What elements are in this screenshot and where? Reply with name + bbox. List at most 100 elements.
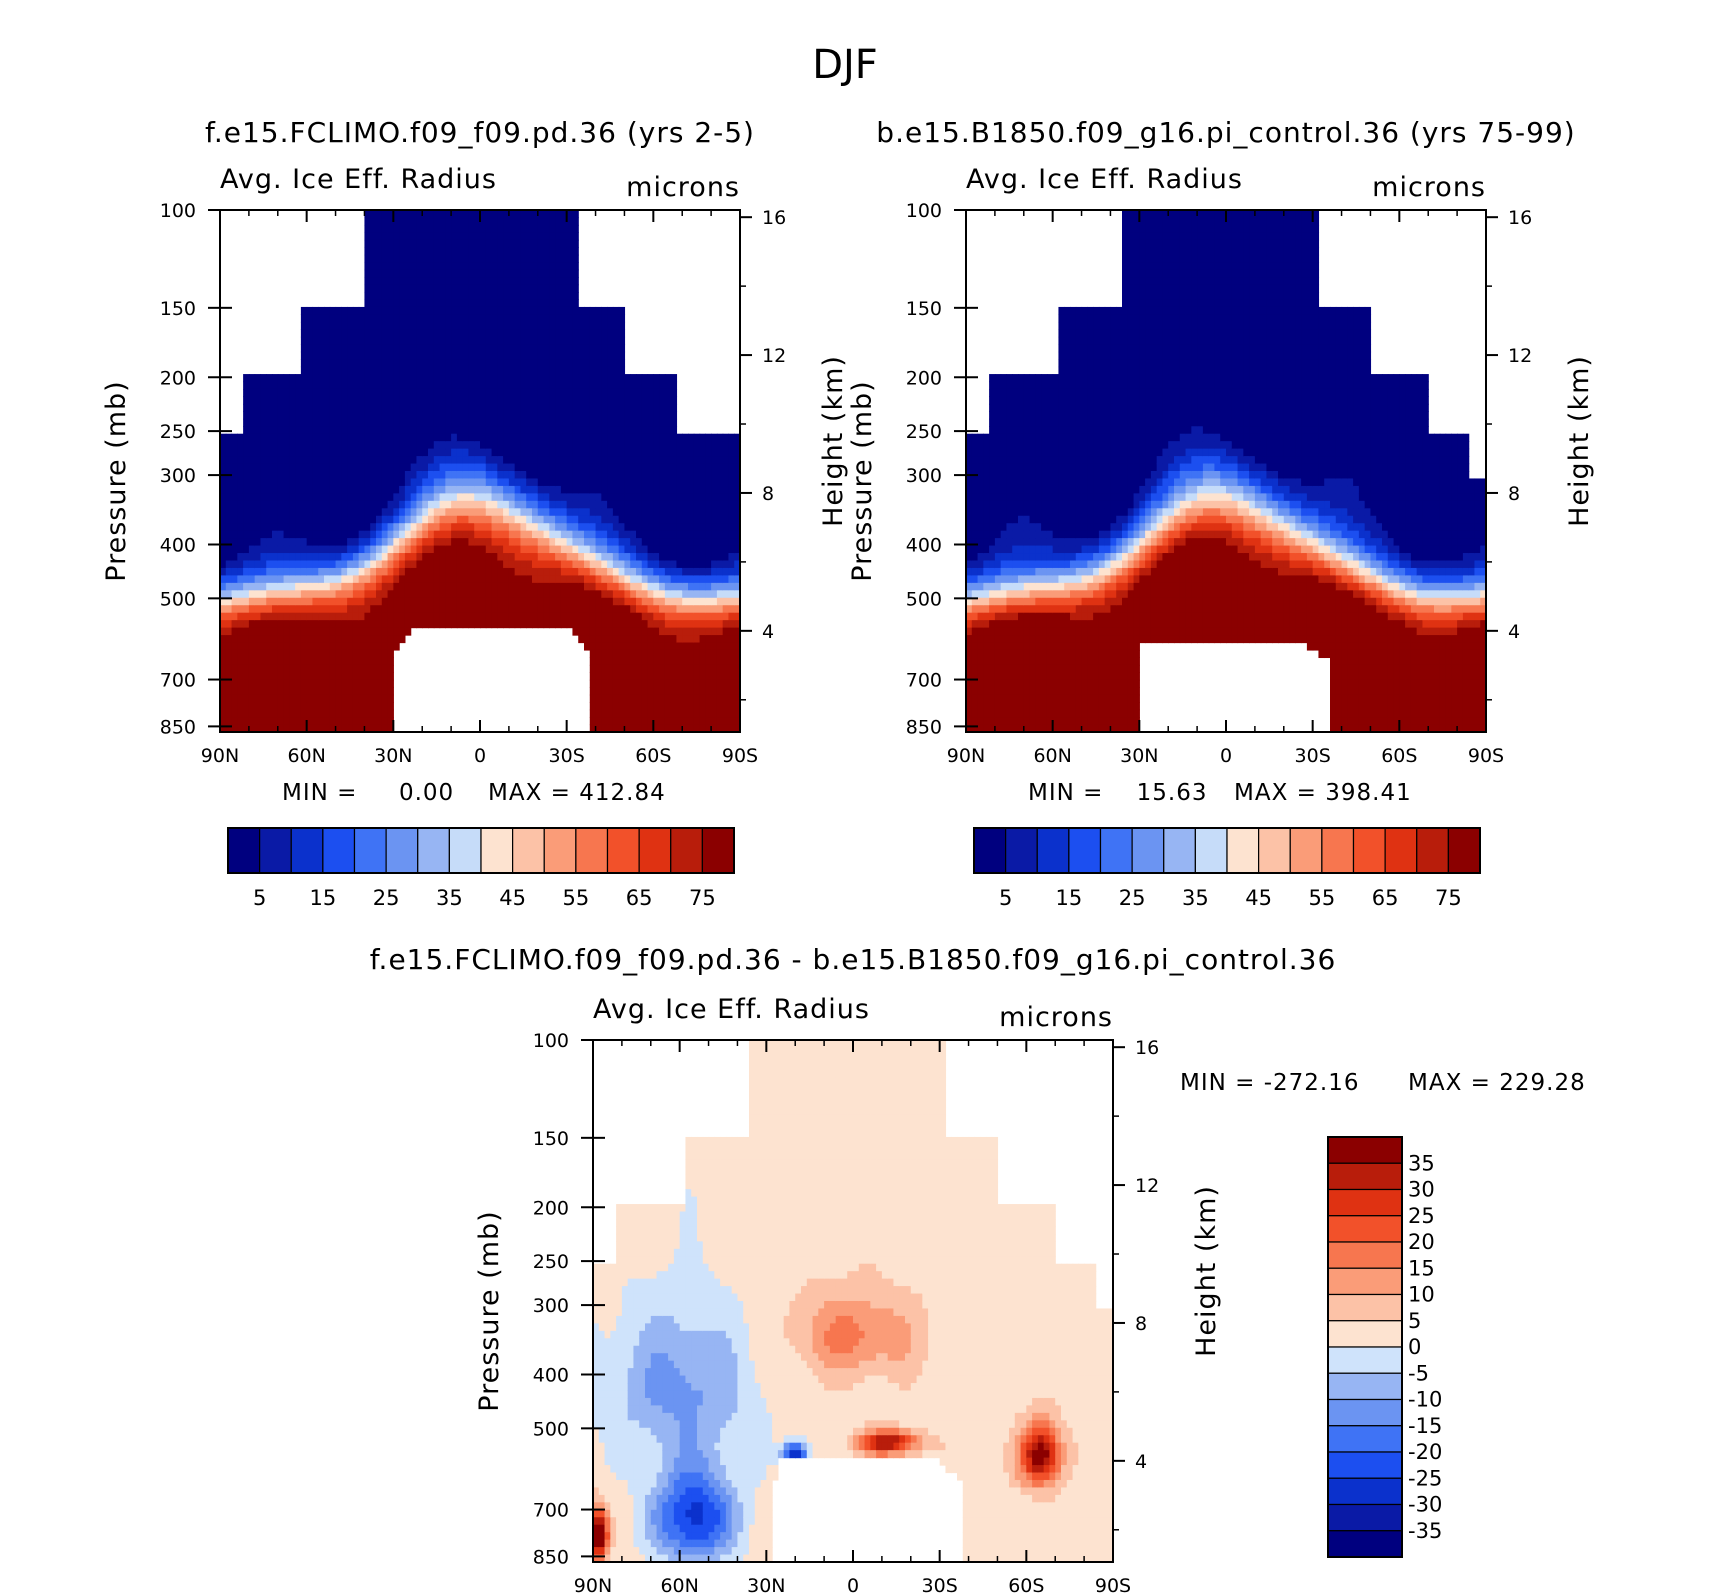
heatmap-cell (659, 582, 666, 591)
heatmap-cell (335, 381, 342, 390)
heatmap-cell (624, 530, 631, 539)
heatmap-cell (410, 411, 418, 420)
heatmap-cell (324, 545, 331, 554)
heatmap-cell (364, 500, 371, 509)
heatmap-cell (699, 448, 706, 457)
heatmap-cell (474, 292, 481, 301)
heatmap-cell (572, 426, 579, 435)
heatmap-cell (977, 538, 984, 547)
heatmap-cell (549, 448, 556, 457)
heatmap-cell (734, 575, 741, 584)
heatmap-cell (468, 210, 475, 219)
heatmap-cell (370, 441, 377, 450)
heatmap-cell (237, 582, 244, 591)
heatmap-cell (537, 254, 545, 263)
heatmap-cell (584, 500, 591, 509)
heatmap-cell (387, 344, 394, 353)
heatmap-cell (711, 642, 718, 651)
heatmap-cell (607, 381, 614, 390)
heatmap-cell (451, 411, 458, 420)
heatmap-cell (595, 627, 602, 636)
heatmap-cell (688, 523, 695, 532)
heatmap-cell (520, 471, 527, 480)
heatmap-cell (283, 426, 290, 435)
heatmap-cell (560, 560, 568, 569)
heatmap-cell (370, 649, 377, 659)
heatmap-cell (636, 582, 643, 591)
heatmap-cell (451, 433, 458, 442)
heatmap-cell (335, 635, 342, 644)
heatmap-cell (266, 605, 273, 614)
heatmap-cell (485, 523, 493, 532)
heatmap-cell (410, 508, 418, 517)
heatmap-cell (266, 679, 273, 688)
heatmap-cell (266, 463, 273, 472)
heatmap-cell (456, 403, 464, 412)
heatmap-cell (711, 448, 718, 457)
heatmap-cell (607, 590, 614, 599)
heatmap-cell (699, 493, 706, 502)
heatmap-cell (607, 567, 614, 576)
heatmap-cell (225, 560, 233, 569)
heatmap-cell (231, 523, 238, 532)
heatmap-cell (537, 441, 545, 450)
heatmap-cell (508, 381, 516, 390)
heatmap-cell (404, 597, 412, 606)
heatmap-cell (451, 381, 458, 390)
heatmap-cell (966, 642, 973, 651)
heatmap-cell (341, 709, 348, 718)
heatmap-cell (520, 359, 527, 368)
heatmap-cell (560, 388, 568, 398)
heatmap-cell (468, 523, 475, 532)
heatmap-cell (566, 292, 574, 301)
heatmap-cell (532, 239, 539, 248)
heatmap-cell (607, 635, 614, 644)
heatmap-cell (347, 448, 354, 457)
heatmap-cell (347, 441, 354, 450)
heatmap-cell (404, 553, 412, 562)
heatmap-cell (543, 336, 550, 345)
heatmap-cell (624, 590, 631, 599)
heatmap-cell (462, 612, 470, 621)
heatmap-cell (248, 664, 256, 673)
heatmap-cell (243, 672, 250, 681)
heatmap-cell (549, 292, 556, 301)
heatmap-cell (520, 292, 527, 301)
heatmap-cell (485, 553, 493, 562)
heatmap-cell (676, 545, 683, 554)
heatmap-cell (503, 545, 510, 554)
heatmap-cell (543, 351, 550, 360)
heatmap-cell (399, 321, 406, 330)
heatmap-cell (225, 642, 233, 651)
heatmap-cell (456, 269, 464, 278)
heatmap-cell (324, 694, 331, 703)
heatmap-cell (474, 523, 481, 532)
heatmap-cell (300, 553, 308, 562)
heatmap-cell (491, 471, 498, 480)
heatmap-cell (283, 575, 290, 584)
heatmap-cell (520, 254, 527, 263)
heatmap-cell (266, 709, 273, 718)
heatmap-cell (508, 441, 516, 450)
heatmap-cell (503, 359, 510, 368)
heatmap-cell (543, 493, 550, 502)
heatmap-cell (283, 590, 290, 599)
heatmap-cell (254, 724, 262, 733)
heatmap-cell (491, 217, 498, 226)
heatmap-cell (254, 709, 262, 718)
heatmap-cell (277, 635, 285, 644)
heatmap-cell (508, 553, 516, 562)
heatmap-cell (358, 575, 366, 584)
heatmap-cell (225, 582, 233, 591)
heatmap-cell (335, 426, 342, 435)
heatmap-cell (474, 254, 481, 263)
heatmap-cell (983, 567, 990, 576)
heatmap-cell (300, 463, 308, 472)
heatmap-cell (468, 567, 475, 576)
heatmap-cell (966, 508, 973, 517)
heatmap-cell (335, 433, 342, 442)
heatmap-cell (676, 620, 683, 629)
heatmap-cell (381, 381, 389, 390)
heatmap-cell (387, 523, 394, 532)
heatmap-cell (341, 396, 348, 405)
